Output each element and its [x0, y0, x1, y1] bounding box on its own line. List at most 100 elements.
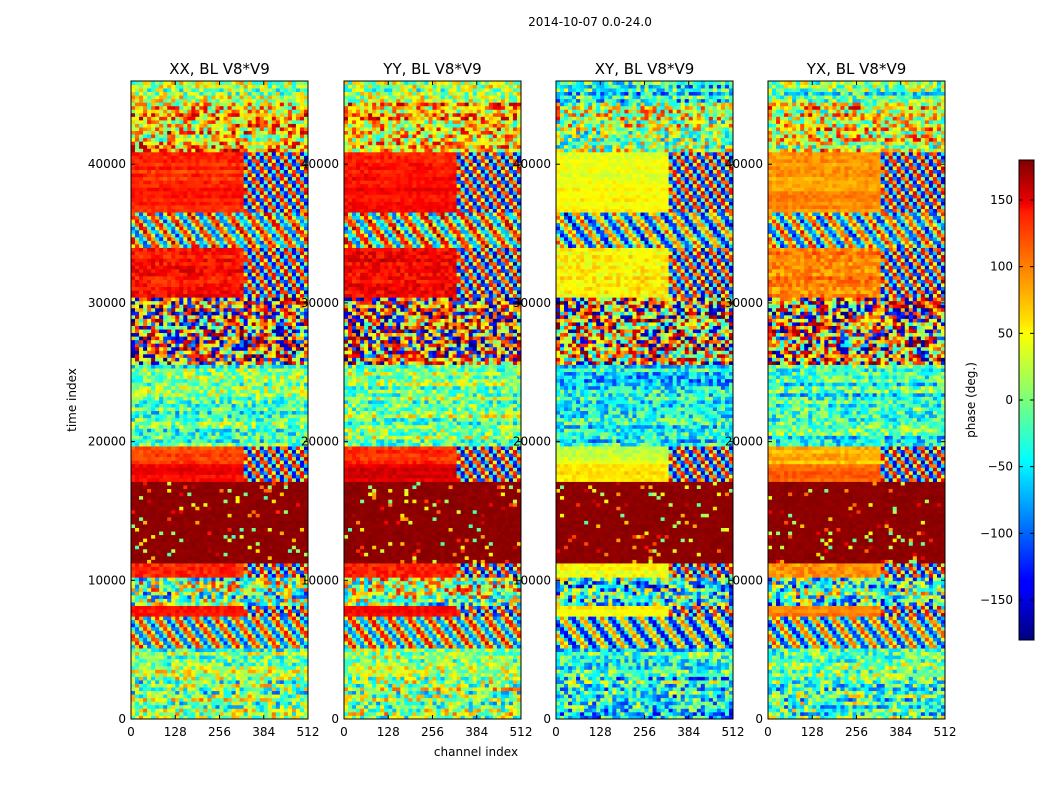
- heatmap-cell: [283, 541, 289, 546]
- heatmap-cell: [227, 516, 232, 521]
- heatmap-cell: [179, 417, 184, 422]
- heatmap-cell: [271, 672, 277, 677]
- heatmap-cell: [243, 470, 249, 475]
- heatmap-cell: [239, 548, 245, 553]
- heatmap-cell: [227, 605, 232, 610]
- heatmap-cell: [235, 343, 241, 348]
- heatmap-cell: [251, 382, 257, 387]
- heatmap-cell: [255, 633, 261, 638]
- heatmap-cell: [299, 676, 305, 681]
- heatmap-cell: [155, 322, 160, 326]
- heatmap-cell: [247, 534, 253, 539]
- heatmap-cell: [235, 446, 241, 451]
- heatmap-cell: [227, 708, 232, 713]
- heatmap-cell: [263, 541, 269, 546]
- heatmap-cell: [187, 697, 192, 702]
- heatmap-cell: [191, 322, 196, 326]
- heatmap-cell: [139, 417, 144, 422]
- heatmap-cell: [219, 701, 224, 706]
- heatmap-cell: [163, 371, 168, 376]
- heatmap-cell: [183, 414, 188, 419]
- heatmap-cell: [195, 616, 200, 621]
- heatmap-cell: [295, 392, 301, 397]
- heatmap-cell: [227, 470, 232, 475]
- heatmap-cell: [283, 449, 289, 454]
- heatmap-cell: [203, 339, 208, 344]
- heatmap-cell: [267, 396, 273, 401]
- heatmap-cell: [203, 559, 208, 564]
- heatmap-cell: [291, 470, 297, 475]
- heatmap-cell: [215, 577, 220, 582]
- heatmap-cell: [283, 488, 289, 493]
- heatmap-cell: [207, 509, 212, 514]
- heatmap-cell: [199, 637, 204, 642]
- heatmap-cell: [187, 364, 192, 369]
- heatmap-cell: [227, 378, 232, 383]
- heatmap-cell: [179, 361, 184, 365]
- heatmap-cell: [139, 346, 144, 351]
- heatmap-cell: [243, 715, 249, 720]
- heatmap-cell: [287, 481, 293, 486]
- heatmap-cell: [219, 715, 224, 720]
- heatmap-cell: [143, 541, 148, 546]
- heatmap-cell: [299, 446, 305, 451]
- heatmap-cell: [271, 516, 277, 521]
- heatmap-cell: [267, 651, 273, 656]
- heatmap-cell: [155, 715, 160, 720]
- heatmap-cell: [151, 609, 156, 614]
- heatmap-cell: [151, 371, 156, 376]
- heatmap-cell: [291, 400, 297, 404]
- heatmap-cell: [263, 336, 269, 341]
- heatmap-cell: [175, 481, 180, 486]
- heatmap-cell: [239, 573, 245, 578]
- heatmap-cell: [247, 708, 253, 713]
- heatmap-cell: [227, 594, 232, 599]
- heatmap-cell: [215, 559, 220, 564]
- heatmap-cell: [195, 516, 200, 521]
- heatmap-cell: [275, 322, 281, 326]
- heatmap-cell: [251, 385, 257, 390]
- heatmap-cell: [219, 314, 224, 319]
- heatmap-cell: [163, 520, 168, 525]
- heatmap-cell: [207, 382, 212, 387]
- heatmap-cell: [139, 616, 144, 621]
- heatmap-cell: [183, 662, 188, 667]
- heatmap-cell: [239, 318, 245, 323]
- heatmap-cell: [283, 431, 289, 436]
- heatmap-cell: [199, 495, 204, 500]
- heatmap-cell: [279, 414, 285, 419]
- heatmap-cell: [239, 584, 245, 589]
- heatmap-cell: [171, 591, 176, 596]
- heatmap-cell: [239, 325, 245, 330]
- heatmap-cell: [211, 385, 216, 390]
- heatmap-cell: [227, 509, 232, 514]
- heatmap-cell: [303, 325, 309, 330]
- heatmap-cell: [235, 612, 241, 617]
- heatmap-cell: [259, 375, 265, 380]
- heatmap-cell: [151, 343, 156, 348]
- heatmap-cell: [219, 626, 224, 631]
- heatmap-cell: [247, 694, 253, 699]
- heatmap-cell: [139, 332, 144, 337]
- heatmap-cell: [239, 492, 245, 497]
- heatmap-cell: [191, 513, 196, 518]
- heatmap-cell: [215, 619, 220, 624]
- heatmap-cell: [151, 680, 156, 684]
- heatmap-cell: [263, 591, 269, 596]
- heatmap-cell: [151, 407, 156, 412]
- heatmap-cell: [143, 619, 148, 624]
- heatmap-cell: [271, 357, 277, 362]
- heatmap-cell: [275, 580, 281, 585]
- heatmap-cell: [151, 325, 156, 330]
- heatmap-cell: [291, 651, 297, 656]
- heatmap-cell: [175, 513, 180, 518]
- heatmap-cell: [243, 690, 249, 695]
- heatmap-cell: [259, 424, 265, 429]
- heatmap-cell: [191, 616, 196, 621]
- heatmap-cell: [151, 563, 156, 567]
- heatmap-cell: [267, 648, 273, 653]
- heatmap-cell: [267, 658, 273, 663]
- heatmap-cell: [135, 541, 140, 546]
- heatmap-cell: [243, 541, 249, 546]
- heatmap-cell: [235, 672, 241, 677]
